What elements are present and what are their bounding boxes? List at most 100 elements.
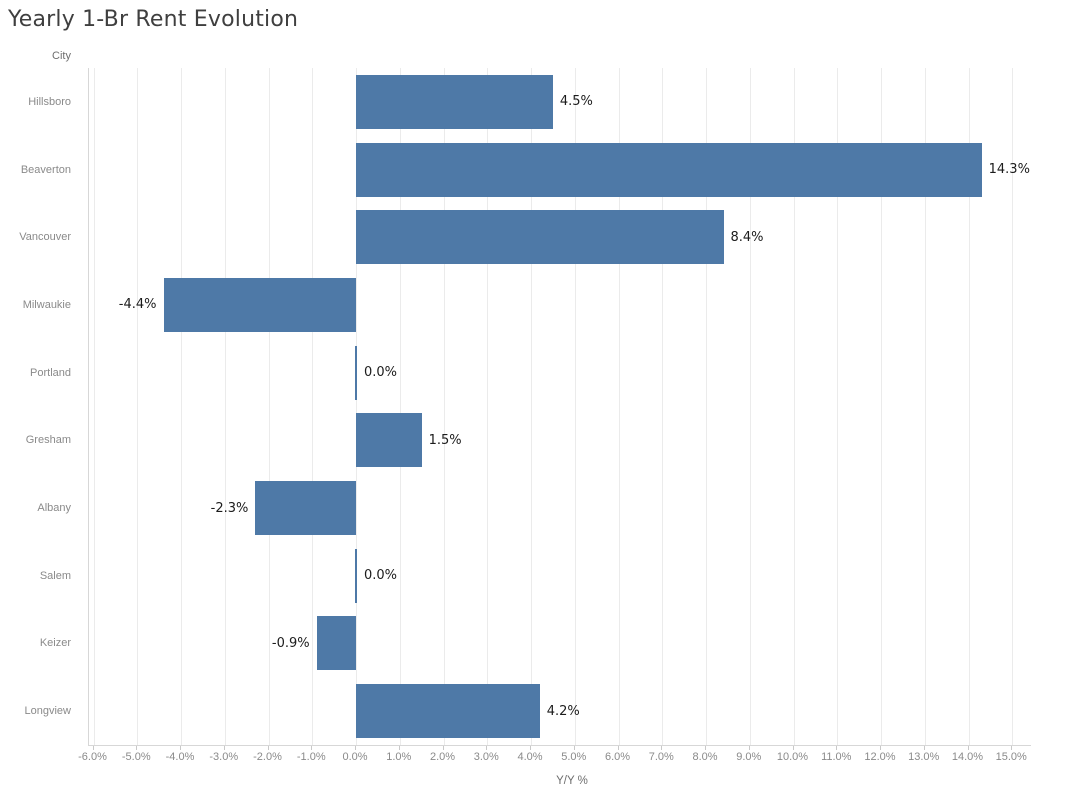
- x-tick-mark: [967, 746, 969, 750]
- x-gridline: [224, 68, 226, 745]
- x-tick-label: -2.0%: [253, 751, 282, 763]
- x-gridline: [268, 68, 270, 745]
- bar[interactable]: [356, 210, 724, 265]
- x-gridline: [837, 68, 839, 745]
- x-tick-label: 7.0%: [648, 751, 674, 763]
- x-tick-label: 10.0%: [776, 751, 809, 763]
- x-tick-label: 11.0%: [821, 751, 852, 763]
- x-gridline: [749, 68, 751, 745]
- bar-value-label: -0.9%: [271, 635, 310, 651]
- bar[interactable]: [356, 142, 982, 197]
- x-tick-mark: [1011, 746, 1013, 750]
- x-tick-mark: [486, 746, 488, 750]
- bar-value-label: 0.0%: [364, 365, 398, 381]
- x-tick-mark: [136, 746, 138, 750]
- x-tick-label: 14.0%: [951, 751, 984, 763]
- x-gridline: [881, 68, 882, 745]
- x-gridline: [924, 68, 926, 745]
- city-axis: Hillsboro Beaverton Vancouver Milwaukie Port…: [0, 68, 71, 745]
- x-tick-label: 15.0%: [995, 751, 1027, 763]
- x-tick-label: 12.0%: [864, 751, 896, 763]
- plot-area: 4.5% 14.3% 8.4% -4.4% 0.0% 1.5% -2.3% 0.0% -0.9%…: [88, 68, 1031, 746]
- x-tick-label: 0.0%: [342, 751, 368, 763]
- x-axis-title: Y/Y %: [556, 775, 588, 787]
- bar[interactable]: [356, 413, 422, 468]
- x-gridline: [574, 68, 576, 745]
- bar-value-label: 8.4%: [730, 229, 764, 245]
- x-tick-label: 2.0%: [429, 751, 456, 763]
- x-gridline: [487, 68, 489, 745]
- x-tick-mark: [836, 746, 838, 750]
- x-tick-mark: [792, 746, 794, 750]
- x-tick-label: 4.0%: [517, 751, 543, 763]
- city-label[interactable]: Keizer: [39, 637, 71, 650]
- x-tick-label: -1.0%: [296, 751, 326, 763]
- x-gridline: [531, 68, 532, 745]
- x-gridline: [618, 68, 620, 745]
- x-tick-label: 9.0%: [736, 751, 762, 763]
- x-tick-label: 8.0%: [692, 751, 718, 763]
- x-gridline: [662, 68, 664, 745]
- city-label[interactable]: Longview: [24, 705, 71, 718]
- x-tick-mark: [705, 746, 706, 750]
- city-label[interactable]: Salem: [39, 569, 71, 582]
- city-label[interactable]: Albany: [37, 502, 71, 515]
- city-label[interactable]: Gresham: [25, 434, 71, 447]
- bar[interactable]: [356, 684, 540, 739]
- x-tick-mark: [355, 746, 356, 750]
- x-gridline: [356, 68, 357, 745]
- bar[interactable]: [355, 548, 357, 603]
- x-tick-label: 3.0%: [473, 751, 499, 763]
- x-tick-label: 1.0%: [386, 751, 412, 763]
- x-tick-mark: [923, 746, 925, 750]
- x-tick-mark: [398, 746, 400, 750]
- city-label[interactable]: Portland: [30, 366, 71, 379]
- x-tick-mark: [180, 746, 181, 750]
- bar-value-label: 4.5%: [559, 94, 593, 110]
- bar[interactable]: [316, 616, 356, 671]
- x-gridline: [443, 68, 445, 745]
- x-gridline: [793, 68, 795, 745]
- x-tick-mark: [617, 746, 619, 750]
- x-tick-label: 5.0%: [561, 751, 587, 763]
- bar-value-label: 4.2%: [546, 703, 580, 719]
- bar-value-label: 14.3%: [988, 162, 1030, 178]
- x-gridline: [1012, 68, 1014, 745]
- x-gridline: [181, 68, 182, 745]
- bar[interactable]: [255, 481, 356, 536]
- bar-value-label: -4.4%: [118, 297, 157, 313]
- x-tick-mark: [880, 746, 881, 750]
- city-label[interactable]: Milwaukie: [22, 298, 71, 311]
- x-tick-mark: [573, 746, 575, 750]
- x-tick-mark: [748, 746, 750, 750]
- bar-value-label: -2.3%: [210, 500, 249, 516]
- x-tick-label: 13.0%: [908, 751, 940, 763]
- x-tick-mark: [92, 746, 94, 750]
- x-tick-mark: [267, 746, 269, 750]
- bar[interactable]: [355, 345, 357, 400]
- x-gridline: [137, 68, 139, 745]
- x-gridline: [706, 68, 707, 745]
- bar-value-label: 0.0%: [364, 568, 398, 584]
- city-label[interactable]: Vancouver: [19, 231, 71, 244]
- x-gridline: [312, 68, 314, 745]
- city-label[interactable]: Beaverton: [20, 163, 71, 176]
- x-tick-label: -6.0%: [78, 751, 107, 763]
- x-tick-label: 6.0%: [604, 751, 631, 763]
- city-label[interactable]: Hillsboro: [28, 95, 71, 108]
- chart-title: Yearly 1-Br Rent Evolution: [8, 7, 299, 32]
- x-tick-label: -5.0%: [121, 751, 151, 763]
- x-tick-mark: [661, 746, 663, 750]
- x-gridline: [93, 68, 95, 745]
- x-tick-label: -3.0%: [209, 751, 239, 763]
- x-tick-mark: [530, 746, 531, 750]
- bar[interactable]: [163, 277, 356, 332]
- x-tick-mark: [223, 746, 225, 750]
- row-field-label: City: [52, 50, 71, 62]
- x-gridline: [399, 68, 401, 745]
- x-tick-mark: [311, 746, 313, 750]
- bar[interactable]: [356, 74, 553, 129]
- x-tick-label: -4.0%: [165, 751, 195, 763]
- x-tick-mark: [442, 746, 444, 750]
- x-gridline: [968, 68, 970, 745]
